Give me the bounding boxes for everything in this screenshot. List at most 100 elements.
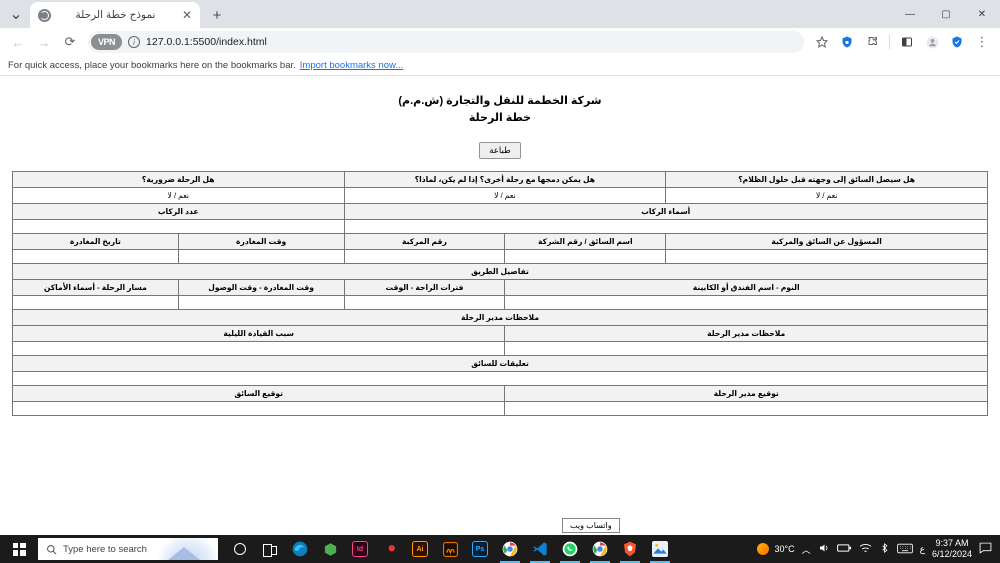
table-row: المسؤول عن السائق والمركبة اسم السائق / … [12,232,988,250]
cell-route-details-section: تفاصيل الطريق [12,262,988,280]
task-view-icon[interactable] [256,535,284,563]
password-manager-icon[interactable] [835,30,859,54]
cell-necessary-answer[interactable]: نعم / لا [12,186,345,204]
table-row [12,218,988,234]
cell-responsible-person-value[interactable] [665,248,988,264]
edge-icon[interactable] [286,535,314,563]
whatsapp-icon[interactable] [556,535,584,563]
cell-vehicle-number-value[interactable] [343,248,506,264]
cell-driver-signature-header: توقيع السائق [11,384,506,402]
taskbar-clock[interactable]: 9:37 AM 6/12/2024 [932,538,972,561]
bluetooth-icon[interactable] [879,542,890,556]
bookmarks-bar: For quick access, place your bookmarks h… [0,56,1000,76]
profile-avatar-icon[interactable] [920,30,944,54]
show-hidden-icons-chevron[interactable]: ︿ [801,544,811,555]
brave-icon[interactable] [616,535,644,563]
red-app-icon[interactable] [376,535,404,563]
tab-title: نموذج خطة الرحلة [75,9,156,21]
taskbar-search-input[interactable]: Type here to search [38,538,218,560]
bridge-icon[interactable] [436,535,464,563]
cell-driver-comments-section: تعليقات للسائق [12,354,988,372]
table-row: ملاحظات مدير الرحلة [12,308,988,326]
volume-icon[interactable] [818,542,830,556]
browser-toolbar: ← → ⟳ VPN i 127.0.0.1:5500/index.html [0,28,1000,56]
cell-passenger-count-value[interactable] [12,218,345,234]
address-bar[interactable]: VPN i 127.0.0.1:5500/index.html [88,31,804,53]
vpn-badge[interactable]: VPN [91,34,123,50]
import-bookmarks-link[interactable]: Import bookmarks now... [299,60,404,71]
cell-driver-name-value[interactable] [504,248,667,264]
clock-date: 6/12/2024 [931,549,972,559]
cell-night-driving-reason-header: سبب القيادة الليلية [11,324,506,342]
chrome-icon[interactable] [496,535,524,563]
tab-close-icon[interactable]: ✕ [181,8,193,22]
shield-icon[interactable] [945,30,969,54]
globe-favicon [38,8,51,22]
indesign-icon[interactable]: Id [346,535,374,563]
start-button[interactable] [0,535,38,563]
print-button-wrapper: طباعة [12,140,988,159]
cell-manager-notes-value[interactable] [504,340,988,356]
weather-widget[interactable]: 30°C [757,543,795,555]
close-window-button[interactable]: ✕ [977,8,987,20]
browser-tab[interactable]: نموذج خطة الرحلة ✕ [30,2,200,28]
maximize-button[interactable]: ▢ [941,8,951,20]
language-indicator[interactable]: ع [919,543,925,554]
cell-driver-signature-value[interactable] [11,400,506,416]
windows-taskbar: Type here to search Id Ai Ps [0,535,1000,563]
table-row: تفاصيل الطريق [12,262,988,280]
reload-icon[interactable]: ⟳ [64,34,76,49]
cell-route-places-value[interactable] [12,294,179,310]
cell-sleep-hotel-value[interactable] [504,294,988,310]
touch-keyboard-icon[interactable] [896,543,913,556]
cell-departure-time-value[interactable] [177,248,345,264]
cell-manager-signature-value[interactable] [504,400,988,416]
forward-icon[interactable]: → [37,34,51,50]
table-row: ملاحظات مدير الرحلة سبب القيادة الليلية [11,324,988,342]
wifi-icon[interactable] [859,543,872,556]
cell-departure-date-value[interactable] [12,248,179,264]
cell-manager-notes-section: ملاحظات مدير الرحلة [12,308,988,326]
table-row: تعليقات للسائق [12,354,988,372]
cell-arrive-daylight-answer[interactable]: نعم / لا [665,186,988,204]
cell-passenger-count-header: عدد الركاب [12,202,345,220]
cell-manager-signature-header: توقيع مدير الرحلة [504,384,988,402]
cell-combine-answer[interactable]: نعم / لا [343,186,667,204]
cell-passenger-names-header: أسماء الركاب [343,202,988,220]
photos-icon[interactable] [646,535,674,563]
chrome-icon-2[interactable] [586,535,614,563]
split-screen-icon[interactable] [895,30,919,54]
cell-rest-periods-value[interactable] [343,294,506,310]
battery-icon[interactable] [836,543,852,555]
table-row: هل سيصل السائق إلى وجهته قبل حلول الظلام… [12,170,988,188]
more-menu-icon[interactable]: ⋮ [975,34,989,49]
photoshop-icon[interactable]: Ps [466,535,494,563]
cell-depart-arrive-header: وقت المغادرة - وقت الوصول [177,278,345,296]
cell-depart-arrive-value[interactable] [177,294,345,310]
table-row: نعم / لا نعم / لا نعم / لا [12,186,988,204]
green-hexagon-icon[interactable] [316,535,344,563]
print-button[interactable]: طباعة [479,141,521,159]
cortana-circle-icon[interactable] [226,535,254,563]
page-subtitle: خطة الرحلة [468,111,532,124]
cell-driver-comments-value[interactable] [12,370,988,386]
bookmark-star-icon[interactable] [810,30,834,54]
cell-night-driving-reason-value[interactable] [11,340,506,356]
tab-search-icon[interactable]: ⌄ [9,6,23,23]
cell-departure-date-header: تاريخ المغادرة [12,232,179,250]
new-tab-button[interactable]: + [212,6,222,24]
search-icon [47,544,57,554]
minimize-button[interactable]: — [905,8,915,20]
taskbar-app-icons: Id Ai Ps [226,535,674,563]
illustrator-icon[interactable]: Ai [406,535,434,563]
back-icon[interactable]: ← [11,34,25,50]
site-info-icon[interactable]: i [128,36,141,48]
cell-passenger-names-value[interactable] [343,218,988,234]
notification-center-icon[interactable] [979,542,992,556]
temperature-label: 30°C [774,544,795,554]
page-content: شركة الخطمة للنقل والتجارة (ش.م.م) خطة ا… [0,76,1000,535]
cell-arrive-daylight-question: هل سيصل السائق إلى وجهته قبل حلول الظلام… [665,170,988,188]
extensions-puzzle-icon[interactable] [860,30,884,54]
vscode-icon[interactable] [526,535,554,563]
